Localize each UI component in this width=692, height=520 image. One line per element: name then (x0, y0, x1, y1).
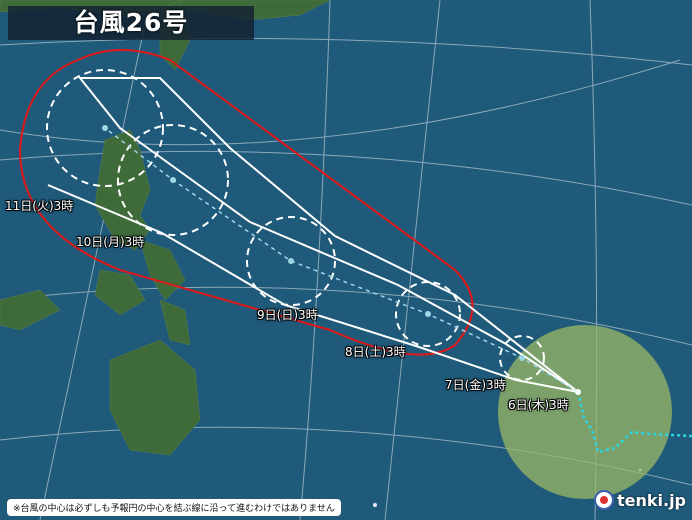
forecast-cone-lines (47, 77, 579, 393)
logo-text: tenki.jp (616, 490, 686, 510)
logo-icon (593, 490, 614, 510)
current-center (575, 389, 581, 395)
label-forecast: 11日(火)3時 (5, 199, 74, 213)
label-forecast: 8日(土)3時 (345, 345, 406, 359)
past-track-line (576, 391, 692, 454)
label-forecast: 10日(月)3時 (76, 235, 145, 249)
warning-envelope (18, 49, 474, 356)
label-current: 6日(木)3時 (508, 398, 569, 412)
disclaimer-note: ※台風の中心は必ずしも予報円の中心を結ぶ線に沿って進むわけではありません (7, 499, 341, 516)
label-forecast: 7日(金)3時 (445, 378, 506, 392)
forecast-centers (102, 125, 525, 361)
center-track-line (104, 127, 579, 393)
tenki-logo[interactable]: tenki.jp (593, 490, 686, 510)
label-forecast: 9日(日)3時 (257, 308, 318, 322)
map-title: 台風26号 (8, 6, 254, 40)
forecast-circles (46, 69, 545, 381)
land (0, 0, 331, 456)
